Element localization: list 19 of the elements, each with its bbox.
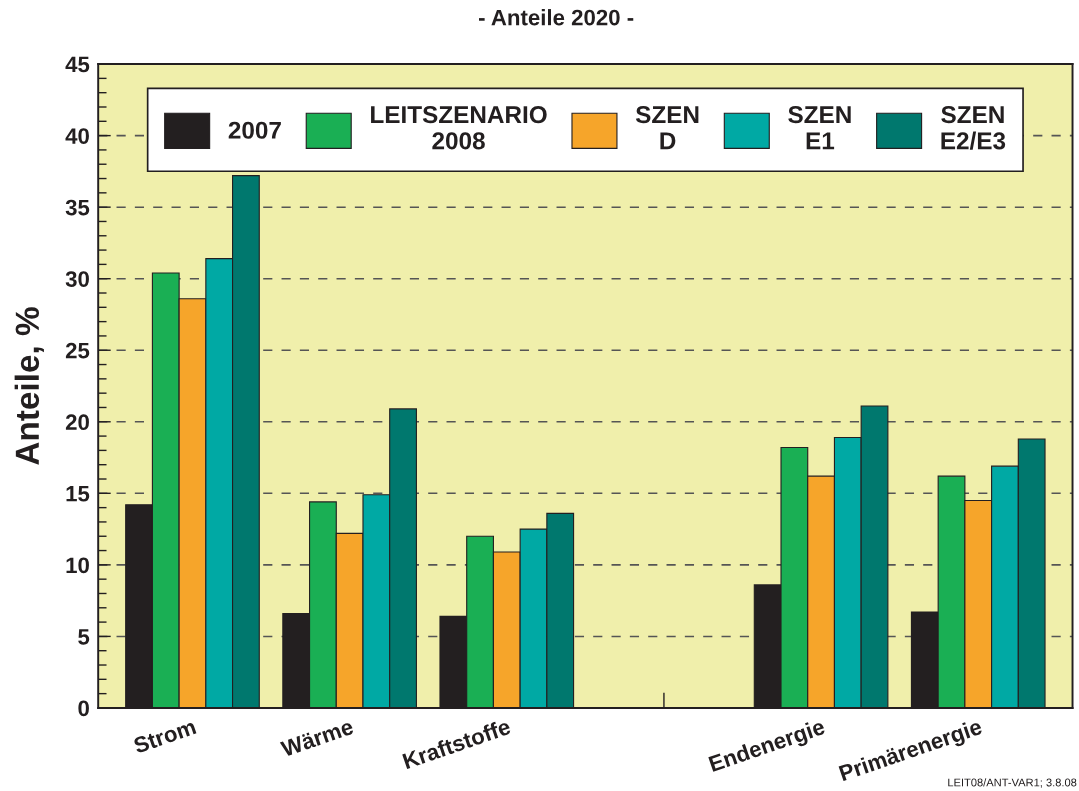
legend-label: SZEN E2/E3: [941, 106, 1006, 150]
y-tick-label: 45: [65, 56, 90, 73]
y-tick-label: 40: [65, 128, 89, 144]
y-tick-label: 10: [66, 557, 89, 574]
y-tick-label: 5: [78, 629, 90, 645]
legend-label: 2007: [228, 121, 281, 139]
legend-label: SZEN D: [635, 106, 699, 150]
y-tick-label: 0: [78, 700, 89, 717]
y-tick-label: 15: [66, 486, 90, 502]
y-tick-label: 25: [65, 342, 90, 359]
legend-label: SZEN E1: [788, 106, 851, 150]
legend-label: LEITSZENARIO 2008: [371, 106, 547, 150]
chart-title: - Anteile 2020 -: [479, 9, 634, 26]
y-axis-title: Anteile, %: [14, 307, 44, 465]
x-tick-label: Strom: [132, 718, 197, 754]
y-tick-label: 30: [65, 271, 89, 287]
x-tick-label: Wärme: [279, 718, 355, 758]
y-tick-label: 20: [65, 414, 89, 431]
y-tick-label: 35: [65, 199, 90, 216]
